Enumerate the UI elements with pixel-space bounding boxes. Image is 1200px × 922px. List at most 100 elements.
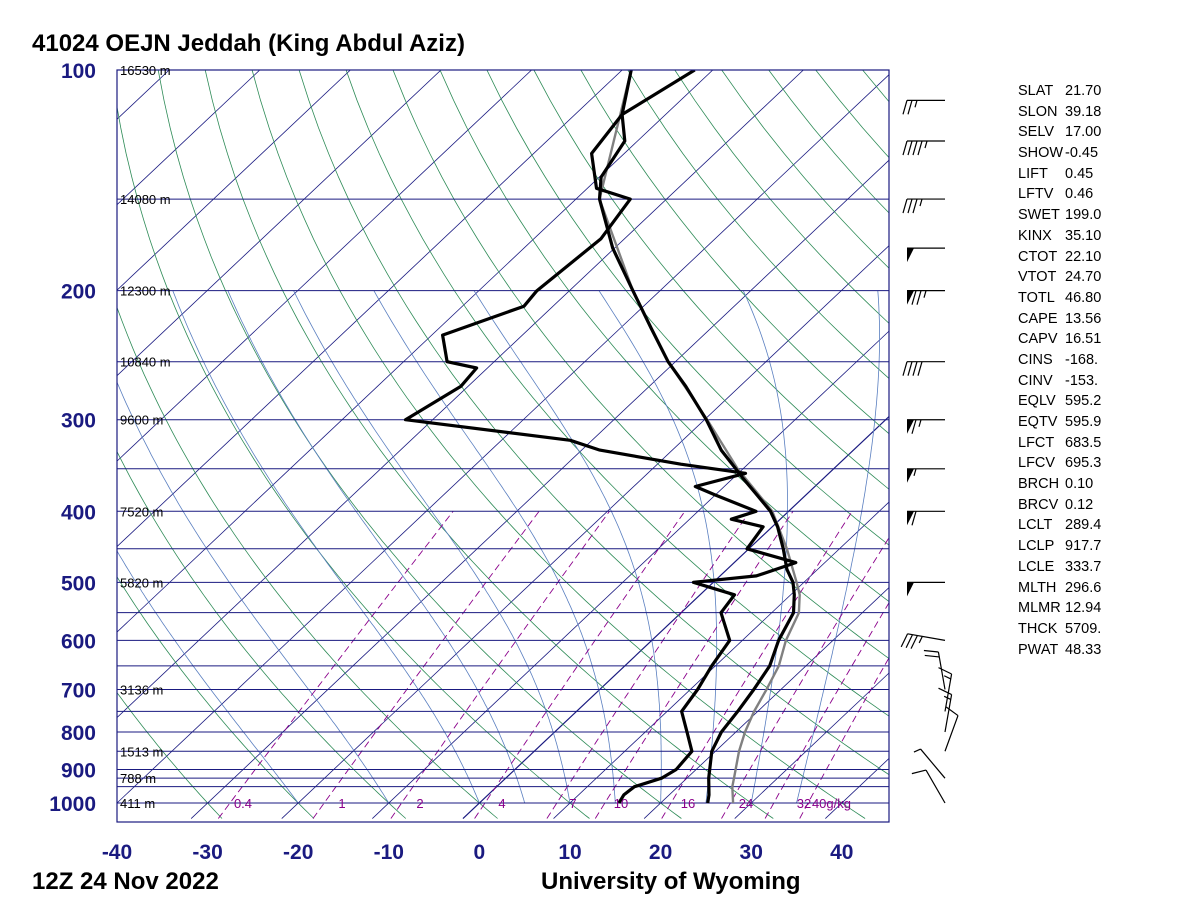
index-value: 695.3: [1065, 455, 1102, 472]
index-row: EQTV 595.9: [1018, 412, 1101, 433]
dry-adiabat: [204, 70, 774, 819]
mixing-ratio-line: [217, 511, 454, 819]
index-row: LFCT 683.5: [1018, 433, 1101, 454]
isotherm: [117, 70, 261, 206]
index-row: PWAT 48.33: [1018, 640, 1101, 661]
pressure-label: 300: [61, 410, 96, 433]
index-value: 16.51: [1065, 331, 1102, 348]
wind-barb-full: [907, 198, 913, 214]
wind-barb: [902, 140, 945, 156]
index-name: KINX: [1018, 227, 1052, 244]
wind-barb: [907, 290, 945, 305]
height-label: 12300 m: [120, 284, 171, 299]
wind-barb-full: [902, 361, 908, 376]
wind-barb-full: [910, 635, 918, 649]
isotherm: [372, 330, 889, 819]
index-value: 0.45: [1065, 165, 1094, 182]
wind-barb-full: [923, 649, 939, 653]
mixing-ratio-line: [661, 511, 853, 819]
index-row: LFCV 695.3: [1018, 453, 1101, 474]
index-row: LCLP 917.7: [1018, 536, 1101, 557]
isotherm: [117, 70, 351, 291]
index-value: 13.56: [1065, 310, 1102, 327]
index-name: MLTH: [1018, 579, 1057, 596]
isotherm: [734, 672, 889, 819]
pressure-label: 600: [61, 630, 96, 653]
mixing-ratio-line: [312, 511, 540, 819]
index-name: CAPE: [1018, 310, 1058, 327]
pressure-label: 900: [61, 759, 96, 782]
index-row: CAPE 13.56: [1018, 309, 1101, 330]
index-row: SELV 17.00: [1018, 122, 1101, 143]
temperature-line: [597, 70, 796, 804]
wind-barb-flag: [907, 248, 914, 263]
index-row: CTOT 22.10: [1018, 247, 1101, 268]
moist-adiabat: [796, 290, 880, 804]
index-name: LCLT: [1018, 517, 1053, 534]
wind-barb-full: [938, 667, 952, 675]
index-row: LFTV 0.46: [1018, 184, 1101, 205]
plot-frame: [116, 69, 890, 823]
isotherm: [117, 70, 804, 719]
index-name: EQLV: [1018, 393, 1056, 410]
wind-barb-full: [902, 198, 908, 214]
index-value: 35.10: [1065, 227, 1102, 244]
pressure-label: 800: [61, 722, 96, 745]
wind-barb-staff: [937, 651, 946, 690]
index-row: LCLE 333.7: [1018, 557, 1101, 578]
wind-barb-flag: [907, 419, 914, 434]
index-name: CTOT: [1018, 248, 1058, 265]
index-row: SWET 199.0: [1018, 205, 1101, 226]
wind-barb: [907, 247, 945, 263]
x-tick-label: 20: [649, 841, 672, 864]
wind-barb-full: [911, 511, 917, 526]
wind-barb-half: [943, 675, 951, 680]
x-tick-label: 40: [830, 841, 853, 864]
wind-barb: [902, 198, 945, 214]
index-value: 22.10: [1065, 248, 1102, 265]
wind-barb-full: [938, 687, 952, 696]
pressure-label: 700: [61, 679, 96, 702]
index-name: LFCT: [1018, 434, 1055, 451]
wind-barb-full: [907, 100, 913, 115]
wind-barb: [944, 706, 959, 752]
virtual-temperature-line: [598, 70, 801, 804]
index-value: 39.18: [1065, 103, 1102, 120]
wind-barb-half: [918, 419, 922, 427]
wind-barb-full: [911, 419, 917, 434]
index-value: 683.5: [1065, 434, 1102, 451]
x-tick-label: 30: [740, 841, 763, 864]
index-value: 12.94: [1065, 600, 1102, 617]
wind-barb: [907, 581, 945, 597]
index-name: LCLE: [1018, 558, 1055, 575]
sounding-indices-table: SLAT 21.70 SLON 39.18 SELV 17.00 SHOW -0.45 LIFT…: [1018, 81, 1101, 660]
isotherm: [643, 586, 889, 819]
pressure-label: 500: [61, 572, 96, 595]
wind-barb-full: [912, 140, 918, 156]
dry-adiabat: [392, 70, 889, 659]
dry-adiabat: [298, 70, 889, 776]
isotherm: [117, 70, 623, 548]
index-value: 0.46: [1065, 186, 1094, 203]
index-row: CINV -153.: [1018, 371, 1101, 392]
isotherm: [117, 70, 442, 377]
wind-barb-flag: [907, 511, 914, 526]
index-name: BRCV: [1018, 496, 1059, 513]
index-name: VTOT: [1018, 269, 1057, 286]
height-label: 3136 m: [120, 682, 163, 697]
index-row: SHOW -0.45: [1018, 143, 1101, 164]
mixing-ratio-label: 16: [681, 796, 695, 811]
mixing-ratio-line: [474, 511, 686, 819]
index-row: CAPV 16.51: [1018, 329, 1101, 350]
wind-barb-staff: [944, 673, 953, 712]
dry-adiabat: [157, 70, 682, 819]
index-value: 17.00: [1065, 124, 1102, 141]
index-value: -0.45: [1065, 145, 1099, 162]
pressure-label: 200: [61, 281, 96, 304]
index-value: 48.33: [1065, 641, 1102, 658]
index-value: 46.80: [1065, 289, 1102, 306]
wind-barb-flag: [907, 582, 914, 597]
index-row: SLAT 21.70: [1018, 81, 1101, 102]
index-name: SHOW: [1018, 145, 1064, 162]
index-name: BRCH: [1018, 476, 1060, 493]
